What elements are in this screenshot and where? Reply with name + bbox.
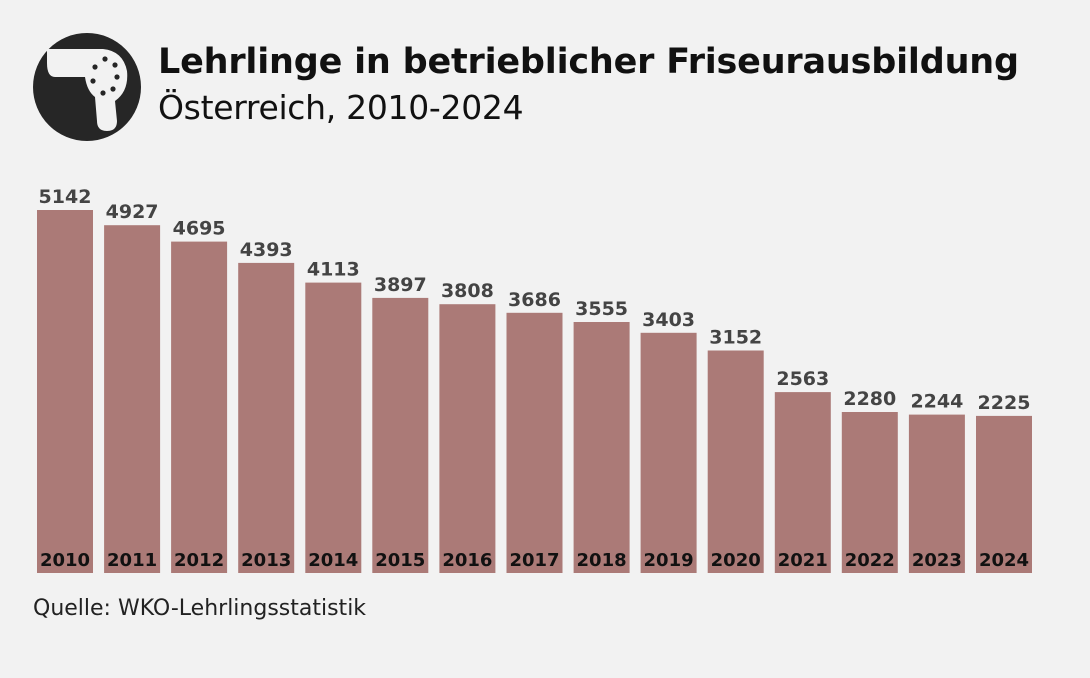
bar-2011	[104, 225, 161, 573]
value-label-2021: 2563	[776, 368, 829, 390]
bar-2020	[707, 350, 764, 573]
year-label-2019: 2019	[644, 550, 694, 571]
value-label-2019: 3403	[642, 309, 695, 331]
chart-subtitle: Österreich, 2010-2024	[158, 88, 524, 127]
bar-2021	[774, 392, 831, 573]
bar-2017	[506, 312, 563, 573]
bar-2016	[439, 304, 496, 573]
bar-2022	[841, 412, 898, 573]
year-label-2017: 2017	[509, 550, 559, 571]
value-label-2014: 4113	[307, 259, 360, 281]
value-label-2024: 2225	[978, 392, 1031, 414]
year-label-2011: 2011	[107, 550, 157, 571]
bar-2012	[171, 241, 228, 573]
year-label-2018: 2018	[577, 550, 627, 571]
hair-dryer-icon	[33, 33, 141, 141]
year-label-2023: 2023	[912, 550, 962, 571]
value-label-2010: 5142	[39, 186, 92, 208]
value-label-2011: 4927	[106, 201, 159, 223]
year-label-2012: 2012	[174, 550, 224, 571]
value-label-2017: 3686	[508, 289, 561, 311]
value-label-2022: 2280	[843, 388, 896, 410]
bar-2014	[305, 282, 362, 573]
value-label-2020: 3152	[709, 327, 762, 349]
bar-2010	[37, 210, 93, 573]
bar-2013	[238, 262, 295, 573]
bar-2023	[908, 414, 965, 573]
source-note: Quelle: WKO-Lehrlingsstatistik	[33, 596, 367, 621]
bar-chart: 5142 2010 4927 2011 4695 2012 4393 2013 4113 2014…	[37, 186, 1032, 573]
year-label-2024: 2024	[979, 550, 1029, 571]
year-label-2010: 2010	[40, 550, 90, 571]
year-label-2021: 2021	[778, 550, 828, 571]
bar-2015	[372, 297, 429, 573]
year-label-2013: 2013	[241, 550, 291, 571]
bar-2019	[640, 332, 697, 573]
year-label-2022: 2022	[845, 550, 895, 571]
value-label-2016: 3808	[441, 280, 494, 302]
bar-2018	[573, 322, 630, 573]
value-label-2012: 4695	[173, 218, 226, 240]
chart-title: Lehrlinge in betrieblicher Friseurausbil…	[158, 42, 1019, 82]
year-label-2020: 2020	[711, 550, 761, 571]
value-label-2015: 3897	[374, 274, 427, 296]
year-label-2014: 2014	[308, 550, 358, 571]
year-label-2015: 2015	[375, 550, 425, 571]
bar-2024	[976, 415, 1032, 573]
value-label-2013: 4393	[240, 239, 293, 261]
value-label-2018: 3555	[575, 298, 628, 320]
value-label-2023: 2244	[910, 391, 963, 413]
year-label-2016: 2016	[442, 550, 492, 571]
